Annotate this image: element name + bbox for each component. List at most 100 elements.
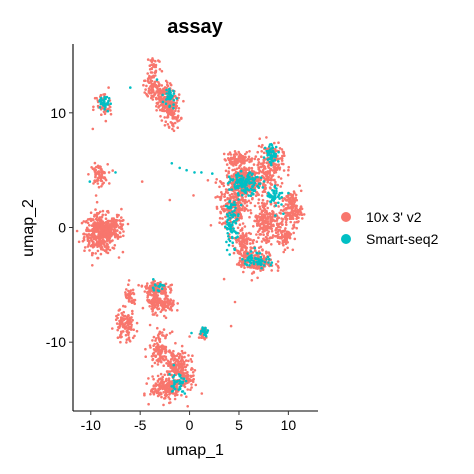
data-point (155, 105, 158, 108)
data-point (259, 269, 262, 272)
data-point (258, 252, 262, 255)
data-point (107, 224, 110, 228)
data-point (297, 220, 300, 223)
data-point (245, 177, 248, 181)
data-point (184, 382, 188, 385)
data-point (203, 330, 206, 334)
data-point (180, 356, 184, 359)
data-point (113, 232, 116, 236)
data-point (288, 217, 292, 220)
data-point (239, 228, 243, 232)
data-point (158, 330, 162, 334)
data-point (148, 305, 151, 308)
data-point (125, 338, 129, 342)
data-point (119, 330, 123, 334)
data-point (251, 196, 254, 200)
data-point (104, 105, 107, 109)
data-point (121, 324, 125, 327)
data-point (157, 338, 161, 341)
data-point (158, 108, 162, 112)
data-point (292, 231, 296, 235)
data-point (276, 260, 280, 263)
data-point (258, 258, 262, 262)
data-point (164, 345, 167, 349)
data-point (173, 382, 176, 386)
data-point (121, 250, 125, 254)
data-point (239, 183, 243, 186)
data-point (186, 363, 189, 367)
data-point (172, 359, 176, 362)
data-point (302, 213, 306, 216)
points-layer (75, 57, 306, 408)
data-point (121, 219, 124, 222)
data-point (243, 202, 247, 205)
data-point (266, 222, 270, 226)
data-point (271, 146, 275, 149)
data-point (277, 205, 280, 208)
data-point (137, 283, 140, 287)
data-point (168, 372, 171, 376)
data-point (254, 214, 258, 218)
data-point (274, 201, 278, 205)
data-point (182, 99, 185, 103)
data-point (240, 198, 243, 201)
data-point (117, 256, 121, 259)
data-point (231, 168, 234, 172)
data-point (228, 161, 232, 165)
data-point (266, 220, 270, 223)
data-point (227, 206, 230, 210)
data-point (231, 215, 235, 219)
data-point (257, 198, 261, 201)
data-point (108, 219, 112, 223)
data-point (239, 234, 242, 238)
data-point (222, 221, 225, 225)
data-point (163, 297, 166, 301)
data-point (265, 252, 268, 255)
data-point (237, 261, 241, 265)
data-point (91, 218, 95, 221)
data-point (131, 336, 135, 340)
data-point (151, 339, 154, 342)
data-point (165, 391, 168, 394)
data-point (154, 339, 157, 342)
data-point (153, 80, 157, 84)
data-point (186, 378, 190, 381)
data-point (174, 341, 177, 345)
data-point (152, 289, 156, 292)
data-point (88, 180, 92, 183)
data-point (291, 210, 295, 214)
data-point (150, 364, 154, 368)
series-10x (75, 57, 306, 408)
data-point (154, 292, 157, 295)
data-point (162, 403, 165, 407)
data-point (167, 112, 170, 116)
data-point (103, 233, 107, 236)
data-point (283, 154, 286, 157)
data-point (174, 107, 178, 110)
data-point (218, 221, 221, 224)
data-point (282, 243, 285, 247)
data-point (99, 177, 103, 180)
data-point (119, 333, 122, 337)
data-point (258, 205, 262, 208)
data-point (147, 377, 150, 380)
data-point (240, 208, 244, 212)
data-point (151, 304, 154, 308)
data-point (293, 198, 296, 201)
data-point (96, 245, 99, 248)
data-point (133, 334, 136, 338)
data-point (171, 302, 174, 305)
data-point (232, 251, 236, 255)
data-point (251, 241, 255, 245)
data-point (230, 235, 234, 239)
data-point (262, 238, 266, 242)
data-point (245, 204, 249, 207)
data-point (103, 108, 106, 111)
data-point (165, 106, 169, 109)
data-point (99, 165, 102, 169)
data-point (234, 236, 238, 240)
data-point (240, 159, 244, 163)
data-point (105, 95, 109, 99)
data-point (155, 78, 159, 81)
data-point (127, 279, 131, 282)
